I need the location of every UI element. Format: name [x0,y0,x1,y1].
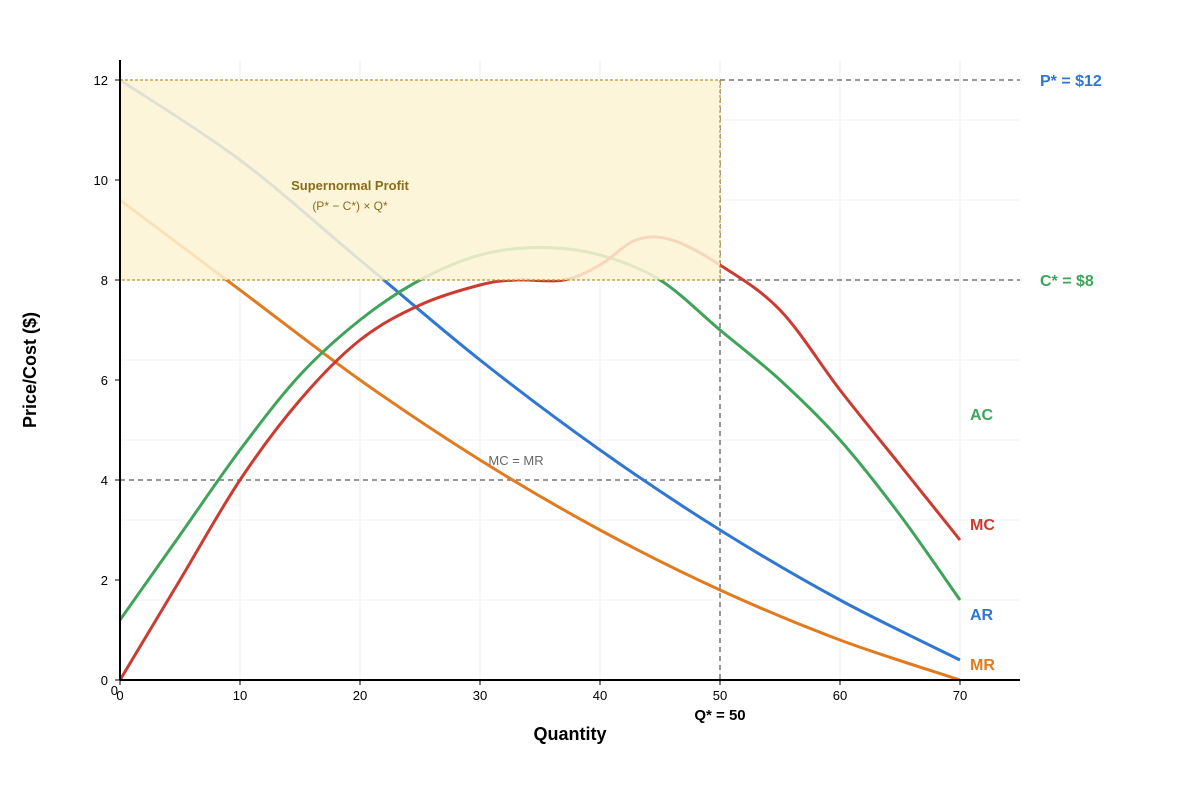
y-tick-label: 6 [101,373,108,388]
series-line-mc [118,235,962,681]
ref-label-c-8: C* = $8 [1040,273,1094,290]
series-label-mr: MR [970,657,995,674]
y-tick-label: 12 [94,73,108,88]
x-axis-title: Quantity [533,724,606,744]
y-tick-label: 10 [94,173,108,188]
profit-title: Supernormal Profit [291,178,409,193]
axes: 0 10 20 30 40 50 60 70 0 2 4 6 8 10 12 0 [94,60,1020,703]
ref-label-p-12: P* = $12 [1040,73,1102,90]
y-tick-label: 4 [101,473,108,488]
series-label-ac: AC [970,407,994,424]
x-tick-label: 10 [233,688,247,703]
profit-rectangle [119,79,721,281]
x-tick-label: 20 [353,688,367,703]
series-label-mc: MC [970,517,995,534]
series-lines [118,78,962,682]
series-line-ac [118,246,962,621]
y-axis-title: Price/Cost ($) [20,312,40,428]
series-line-mr [119,198,961,682]
x-tick-label: 30 [473,688,487,703]
series-label-ar: AR [970,607,994,624]
x-tick-label: 40 [593,688,607,703]
x-tick-label: 50 [713,688,727,703]
x-tick-label: 70 [953,688,967,703]
x-tick-label: 60 [833,688,847,703]
mc-mr-label: MC = MR [488,453,543,468]
origin-label: 0 [111,683,118,698]
y-tick-label: 0 [101,673,108,688]
y-tick-label: 2 [101,573,108,588]
profit-subtitle: (P* − C*) × Q* [312,199,388,213]
q-star-label: Q* = 50 [694,707,745,724]
y-tick-label: 8 [101,273,108,288]
labels: Supernormal Profit (P* − C*) × Q* Quantity… [20,73,1102,744]
x-tick-label: 0 [116,688,123,703]
